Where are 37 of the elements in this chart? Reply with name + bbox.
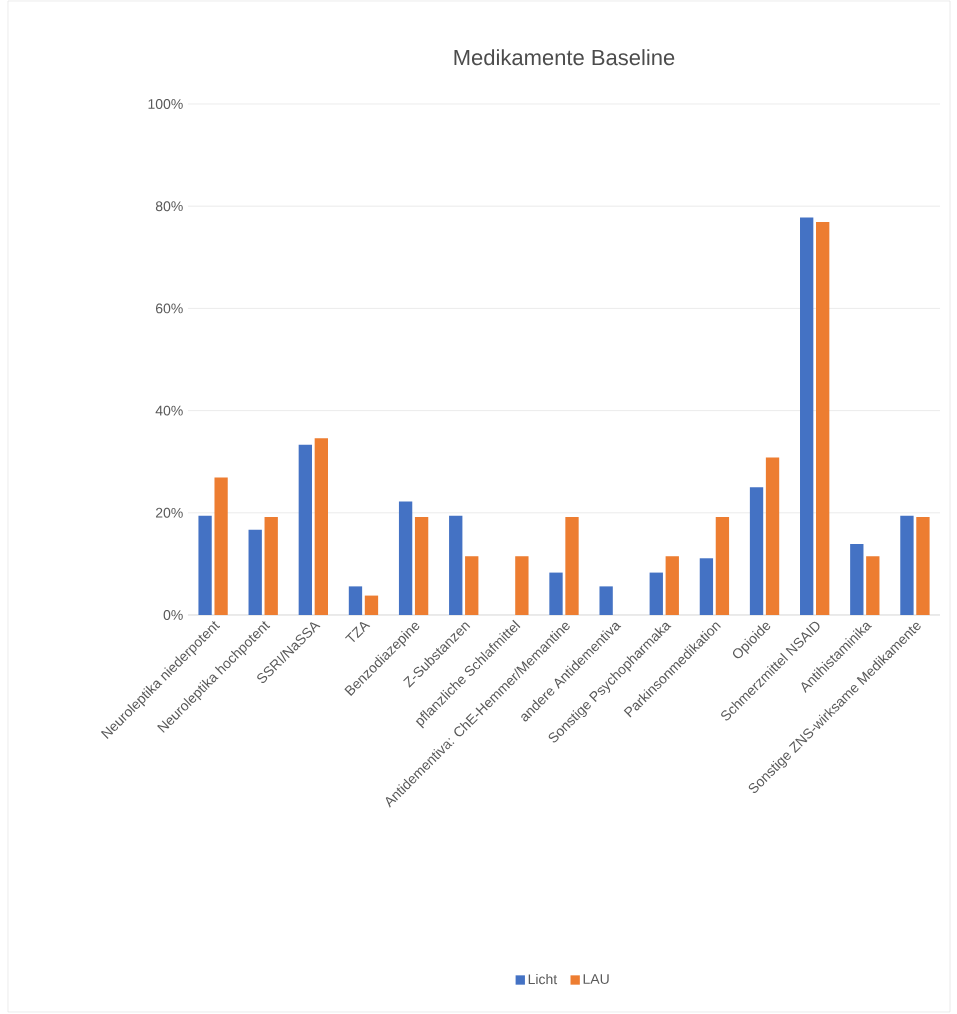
bar <box>248 529 262 615</box>
bar <box>649 572 663 615</box>
bar <box>198 515 212 615</box>
bar <box>816 222 830 615</box>
bar <box>314 438 328 615</box>
bar <box>264 516 278 615</box>
bar <box>715 516 730 615</box>
bar <box>398 501 413 615</box>
y-tick-label: 20% <box>155 507 183 518</box>
bar <box>699 558 714 615</box>
bar <box>465 556 479 615</box>
bar <box>665 556 679 615</box>
legend-label: LAU <box>583 974 609 984</box>
bar <box>565 516 579 615</box>
bar <box>765 457 780 615</box>
y-tick-label: 80% <box>155 201 183 212</box>
bar <box>348 586 363 615</box>
bar <box>214 477 228 615</box>
bar <box>749 487 764 615</box>
bar <box>866 556 880 615</box>
y-tick-label: 60% <box>155 303 183 314</box>
y-tick-label: 0% <box>163 610 183 620</box>
bar <box>599 586 613 615</box>
bar <box>364 595 379 615</box>
bar <box>850 543 864 615</box>
y-tick-label: 40% <box>155 405 183 416</box>
chart-title: Medikamente Baseline <box>454 49 675 66</box>
legend-label: Licht <box>528 973 558 985</box>
bar <box>449 515 463 615</box>
bar <box>900 515 914 615</box>
bar <box>515 556 529 615</box>
bar <box>414 516 429 615</box>
bar <box>298 444 312 615</box>
bar <box>800 217 814 615</box>
bar <box>549 572 563 615</box>
y-tick-label: 100% <box>148 99 183 109</box>
bar <box>916 516 930 615</box>
